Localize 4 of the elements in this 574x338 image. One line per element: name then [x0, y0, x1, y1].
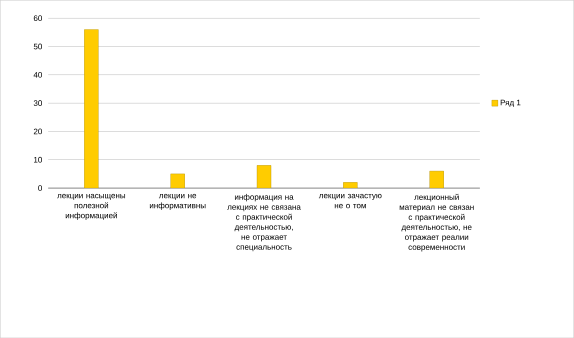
bar	[256, 165, 272, 188]
bar	[84, 29, 99, 188]
bar	[430, 170, 444, 188]
bar	[170, 174, 185, 188]
